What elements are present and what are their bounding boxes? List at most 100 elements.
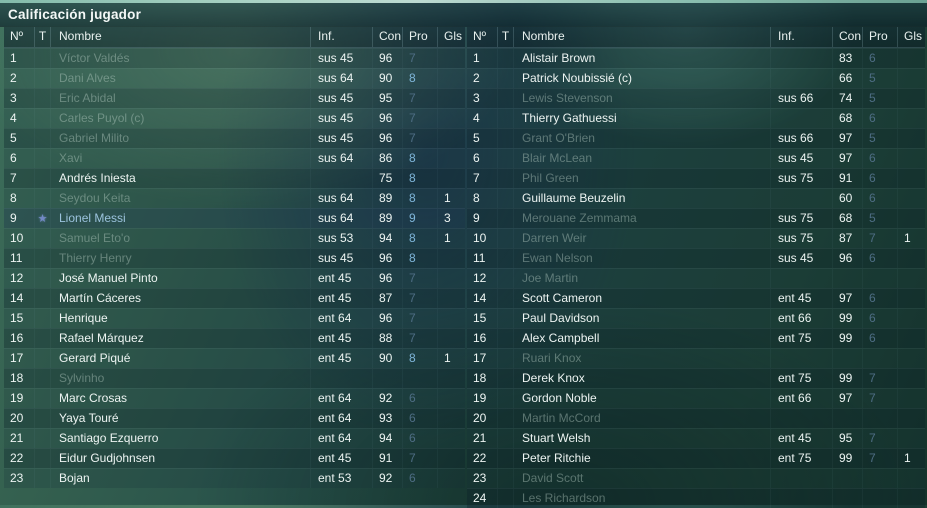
player-name: Yaya Touré — [50, 409, 310, 428]
player-rating: 6 — [862, 49, 897, 68]
player-name: Stuart Welsh — [513, 429, 770, 448]
player-row[interactable]: 1 Alistair Brown 83 6 — [467, 48, 925, 68]
col-header-cards[interactable]: T — [34, 27, 50, 47]
col-header-inf[interactable]: Inf. — [310, 27, 372, 47]
player-row[interactable]: 21 Stuart Welsh ent 45 95 7 — [467, 428, 925, 448]
player-condition: 90 — [372, 349, 402, 368]
player-row[interactable]: 20 Martin McCord — [467, 408, 925, 428]
player-row[interactable]: 2 Patrick Noubissié (c) 66 5 — [467, 68, 925, 88]
player-cards-cell — [34, 429, 50, 448]
player-row[interactable]: 11 Thierry Henry sus 45 96 8 — [4, 248, 465, 268]
player-name: Lionel Messi — [50, 209, 310, 228]
player-goals — [897, 49, 925, 68]
player-row[interactable]: 24 Les Richardson — [467, 488, 925, 508]
player-row[interactable]: 2 Dani Alves sus 64 90 8 — [4, 68, 465, 88]
player-row[interactable]: 22 Eidur Gudjohnsen ent 45 91 7 — [4, 448, 465, 468]
player-number: 6 — [473, 151, 480, 165]
player-substitution-info: sus 66 — [770, 129, 832, 148]
col-header-pro[interactable]: Pro — [862, 27, 897, 47]
player-row[interactable]: 4 Carles Puyol (c) sus 45 96 7 — [4, 108, 465, 128]
player-row[interactable]: 19 Gordon Noble ent 66 97 7 — [467, 388, 925, 408]
player-row[interactable]: 17 Ruari Knox — [467, 348, 925, 368]
player-row[interactable]: 1 Víctor Valdés sus 45 96 7 — [4, 48, 465, 68]
player-row[interactable]: 5 Gabriel Milito sus 45 96 7 — [4, 128, 465, 148]
player-row[interactable]: 15 Paul Davidson ent 66 99 6 — [467, 308, 925, 328]
player-row[interactable]: 4 Thierry Gathuessi 68 6 — [467, 108, 925, 128]
player-condition: 92 — [372, 389, 402, 408]
player-name: José Manuel Pinto — [50, 269, 310, 288]
player-rating — [862, 489, 897, 508]
player-row[interactable]: 12 José Manuel Pinto ent 45 96 7 — [4, 268, 465, 288]
player-row[interactable]: 8 Seydou Keita sus 64 89 8 1 — [4, 188, 465, 208]
player-row[interactable]: 16 Alex Campbell ent 75 99 6 — [467, 328, 925, 348]
player-row[interactable]: 21 Santiago Ezquerro ent 64 94 6 — [4, 428, 465, 448]
player-condition — [832, 469, 862, 488]
player-substitution-info: sus 45 — [770, 149, 832, 168]
col-header-con[interactable]: Con — [372, 27, 402, 47]
col-header-con[interactable]: Con — [832, 27, 862, 47]
player-substitution-info: sus 45 — [310, 49, 372, 68]
player-row[interactable]: 11 Ewan Nelson sus 45 96 6 — [467, 248, 925, 268]
player-number: 3 — [473, 91, 480, 105]
player-row[interactable]: 12 Joe Martin — [467, 268, 925, 288]
player-row[interactable]: 23 David Scott — [467, 468, 925, 488]
player-cards-cell — [497, 369, 513, 388]
player-row[interactable]: 14 Martín Cáceres ent 45 87 7 — [4, 288, 465, 308]
player-cards-cell — [34, 329, 50, 348]
player-number: 20 — [10, 411, 24, 425]
player-name: Sylvinho — [50, 369, 310, 388]
player-cards-cell — [497, 309, 513, 328]
player-row[interactable]: 16 Rafael Márquez ent 45 88 7 — [4, 328, 465, 348]
player-row[interactable]: 9 ★ Lionel Messi sus 64 89 9 3 — [4, 208, 465, 228]
player-row[interactable]: 17 Gerard Piqué ent 45 90 8 1 — [4, 348, 465, 368]
player-row[interactable]: 10 Samuel Eto'o sus 53 94 8 1 — [4, 228, 465, 248]
player-name: Phil Green — [513, 169, 770, 188]
player-row[interactable]: 19 Marc Crosas ent 64 92 6 — [4, 388, 465, 408]
home-team-rating-table: Nº T Nombre Inf. Con Pro Gls 1 Víctor Val… — [4, 27, 465, 488]
player-cards-cell — [34, 189, 50, 208]
player-row[interactable]: 7 Andrés Iniesta 75 8 — [4, 168, 465, 188]
player-substitution-info: ent 45 — [310, 449, 372, 468]
player-row[interactable]: 6 Blair McLean sus 45 97 6 — [467, 148, 925, 168]
col-header-gls[interactable]: Gls — [897, 27, 925, 47]
col-header-name[interactable]: Nombre — [513, 27, 770, 47]
col-header-inf[interactable]: Inf. — [770, 27, 832, 47]
player-row[interactable]: 5 Grant O'Brien sus 66 97 5 — [467, 128, 925, 148]
player-cards-cell — [34, 389, 50, 408]
col-header-name[interactable]: Nombre — [50, 27, 310, 47]
player-substitution-info: ent 45 — [310, 329, 372, 348]
col-header-cards[interactable]: T — [497, 27, 513, 47]
player-row[interactable]: 14 Scott Cameron ent 45 97 6 — [467, 288, 925, 308]
player-number: 14 — [10, 291, 24, 305]
player-goals — [437, 249, 465, 268]
player-rating — [402, 369, 437, 388]
player-row[interactable]: 22 Peter Ritchie ent 75 99 7 1 — [467, 448, 925, 468]
player-number: 23 — [10, 471, 24, 485]
player-row[interactable]: 20 Yaya Touré ent 64 93 6 — [4, 408, 465, 428]
player-row[interactable]: 15 Henrique ent 64 96 7 — [4, 308, 465, 328]
col-header-pro[interactable]: Pro — [402, 27, 437, 47]
player-condition: 96 — [372, 129, 402, 148]
player-row[interactable]: 3 Eric Abidal sus 45 95 7 — [4, 88, 465, 108]
player-row[interactable]: 23 Bojan ent 53 92 6 — [4, 468, 465, 488]
player-row[interactable]: 6 Xavi sus 64 86 8 — [4, 148, 465, 168]
player-row[interactable]: 7 Phil Green sus 75 91 6 — [467, 168, 925, 188]
player-row[interactable]: 3 Lewis Stevenson sus 66 74 5 — [467, 88, 925, 108]
col-header-number[interactable]: Nº — [10, 29, 24, 43]
player-cards-cell: ★ — [34, 209, 50, 228]
player-goals — [437, 449, 465, 468]
player-cards-cell — [497, 489, 513, 508]
player-substitution-info: ent 64 — [310, 309, 372, 328]
player-cards-cell — [497, 129, 513, 148]
player-row[interactable]: 9 Merouane Zemmama sus 75 68 5 — [467, 208, 925, 228]
player-row[interactable]: 8 Guillaume Beuzelin 60 6 — [467, 188, 925, 208]
player-name: Ruari Knox — [513, 349, 770, 368]
player-row[interactable]: 18 Sylvinho — [4, 368, 465, 388]
col-header-gls[interactable]: Gls — [437, 27, 465, 47]
player-row[interactable]: 10 Darren Weir sus 75 87 7 1 — [467, 228, 925, 248]
player-condition: 97 — [832, 149, 862, 168]
player-name: Paul Davidson — [513, 309, 770, 328]
col-header-number[interactable]: Nº — [473, 29, 487, 43]
player-rating: 7 — [402, 329, 437, 348]
player-row[interactable]: 18 Derek Knox ent 75 99 7 — [467, 368, 925, 388]
